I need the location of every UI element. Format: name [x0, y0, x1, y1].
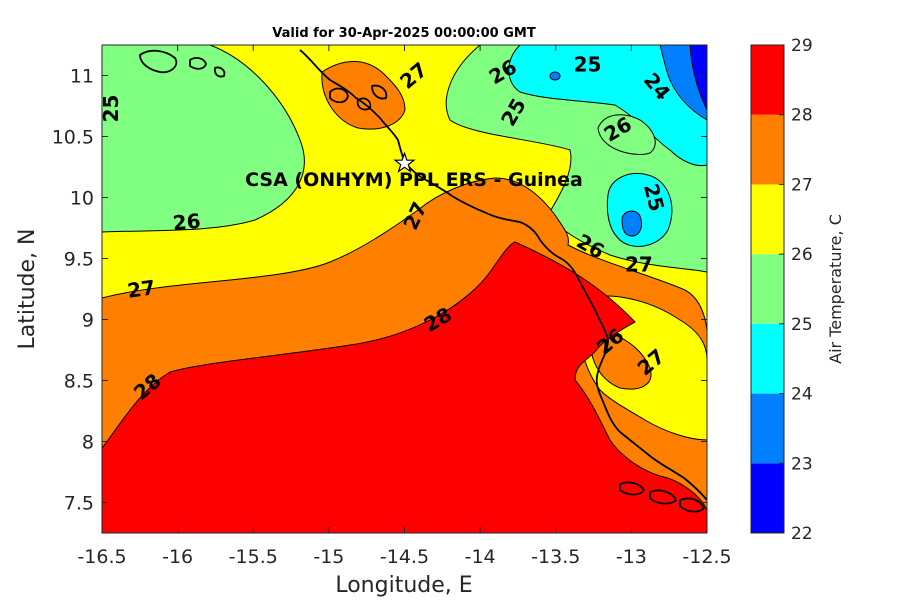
x-tick-label: -14 [465, 546, 496, 568]
colorbar-swatch [751, 254, 784, 324]
colorbar-tick-label: 22 [791, 524, 813, 544]
coastline-main [299, 49, 707, 501]
colorbar-tick-label: 27 [791, 175, 813, 195]
colorbar-swatch [751, 393, 784, 464]
colorbar-label: Air Temperature, C [826, 214, 845, 364]
y-tick-label: 10 [70, 188, 94, 210]
contour-label: 25 [99, 95, 123, 123]
contour-label: 27 [625, 253, 653, 277]
band-25-26-west [102, 45, 305, 233]
colorbar-swatch [751, 323, 784, 394]
x-tick-label: -16.5 [77, 546, 126, 568]
colorbar-frame [750, 44, 785, 534]
filled-contours [102, 45, 707, 533]
y-tick-label: 9 [82, 310, 94, 332]
colorbar: 22 23 24 25 26 27 28 29 [750, 36, 813, 544]
y-tick-label: 8 [82, 432, 94, 454]
coastline-south-islands [619, 481, 705, 513]
x-tick-label: -15.5 [229, 546, 278, 568]
band-28-29-main [102, 241, 707, 533]
colorbar-tick-label: 24 [791, 385, 813, 405]
contour-label: 25 [574, 53, 602, 77]
contour-label: 27 [126, 275, 157, 303]
x-tick-label: -14.5 [380, 546, 429, 568]
y-axis-label: Latitude, N [15, 229, 40, 350]
colorbar-tick-label: 26 [791, 245, 813, 265]
coastline-islands-north [139, 49, 226, 78]
band-27-28-coastal [589, 329, 652, 390]
chart-title: Valid for 30-Apr-2025 00:00:00 GMT [272, 26, 536, 41]
y-tick-label: 10.5 [52, 127, 94, 149]
band-25-26-island [597, 114, 656, 155]
band-27-28-north [321, 61, 406, 130]
colorbar-tick-label: 23 [791, 454, 813, 474]
coastline-islands-bijagos [329, 84, 388, 111]
x-axis: -16.5 -16 -15.5 -15 -14.5 -14 -13.5 -13 -12.5 [77, 45, 732, 568]
x-tick-label: -13 [616, 546, 647, 568]
x-tick-label: -15 [313, 546, 344, 568]
band-23-24-dot [549, 71, 561, 81]
colorbar-swatch [751, 184, 784, 255]
y-tick-label: 11 [70, 66, 94, 88]
site-marker-star-icon [393, 151, 416, 173]
y-tick-label: 8.5 [64, 371, 94, 393]
band-23-24-blob [621, 210, 643, 237]
y-tick-label: 9.5 [64, 249, 94, 271]
colorbar-swatch [751, 45, 784, 115]
colorbar-swatch [751, 114, 784, 185]
x-tick-label: -12.5 [682, 546, 731, 568]
y-axis: 7.5 8 8.5 9 9.5 10 10.5 11 [52, 66, 707, 515]
colorbar-tick-label: 28 [791, 106, 813, 126]
colorbar-tick-label: 29 [791, 36, 813, 56]
site-label: CSA (ONHYM) PPL ERS - Guinea [245, 169, 583, 191]
x-axis-label: Longitude, E [335, 573, 472, 598]
coastline [139, 49, 707, 513]
colorbar-tick-label: 25 [791, 315, 813, 335]
x-tick-label: -13.5 [531, 546, 580, 568]
contour-label: 26 [172, 209, 202, 235]
x-tick-label: -16 [162, 546, 193, 568]
colorbar-swatch [751, 463, 784, 533]
y-tick-label: 7.5 [64, 493, 94, 515]
